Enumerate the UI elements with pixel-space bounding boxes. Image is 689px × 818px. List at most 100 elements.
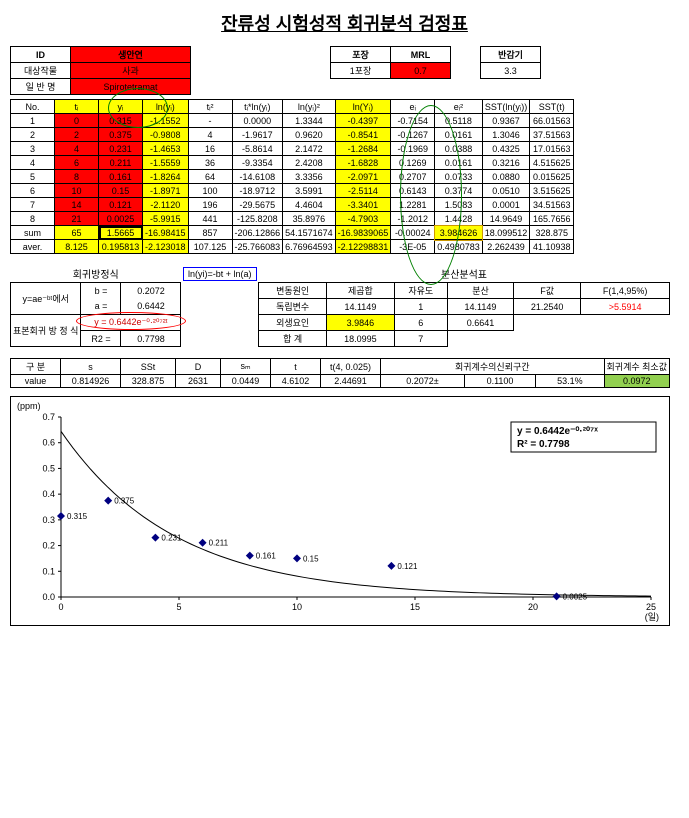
sample-eq: y = 0.6442e⁻⁰·²⁰⁷²ᵗ <box>81 315 181 331</box>
data-cell: 1.4428 <box>435 212 483 226</box>
summary-cell: 54.1571674 <box>283 226 336 240</box>
svg-text:0.315: 0.315 <box>67 512 88 521</box>
col-header: yᵢ <box>99 100 143 114</box>
data-cell: 0.4325 <box>482 142 530 156</box>
data-cell: -5.9915 <box>143 212 189 226</box>
page-title: 잔류성 시험성적 회귀분석 검정표 <box>10 10 679 36</box>
svg-text:0.161: 0.161 <box>256 552 277 561</box>
anova-title: 분산분석표 <box>259 265 670 283</box>
x-axis-label: (일) <box>645 610 659 623</box>
summary-cell: -2.123018 <box>143 240 189 254</box>
data-cell: 8 <box>55 170 99 184</box>
data-cell: 6 <box>11 184 55 198</box>
stats-cell: value <box>11 375 61 388</box>
data-cell: 0.15 <box>99 184 143 198</box>
summary-cell: -0.00024 <box>391 226 435 240</box>
data-cell: 0.9620 <box>283 128 336 142</box>
summary-cell: 328.875 <box>530 226 574 240</box>
regression-chart: (ppm) 0.00.10.20.30.40.50.60.70510152025… <box>10 396 670 626</box>
svg-text:15: 15 <box>410 602 420 612</box>
chart-svg: 0.00.10.20.30.40.50.60.705101520250.3150… <box>11 397 671 627</box>
anova-cell: 21.2540 <box>513 299 580 315</box>
data-cell: 0.9367 <box>482 114 530 128</box>
stats-cell: 2.44691 <box>321 375 381 388</box>
data-cell: 4.515625 <box>530 156 574 170</box>
anova-cell: 14.1149 <box>327 299 394 315</box>
half-value: 3.3 <box>481 63 541 79</box>
col-header: eᵢ <box>391 100 435 114</box>
data-cell: 4.4604 <box>283 198 336 212</box>
data-cell: - <box>188 114 232 128</box>
summary-cell: 41.10938 <box>530 240 574 254</box>
crop-label: 대상작물 <box>11 63 71 79</box>
id-label: ID <box>11 47 71 63</box>
data-cell: -4.7903 <box>335 212 391 226</box>
summary-cell: -3E-05 <box>391 240 435 254</box>
stats-header: t(4, 0.025) <box>321 359 381 375</box>
data-cell: 5 <box>11 170 55 184</box>
data-cell: -5.8614 <box>232 142 283 156</box>
summary-cell: 18.099512 <box>482 226 530 240</box>
stats-cell: 328.875 <box>121 375 176 388</box>
svg-text:0.0025: 0.0025 <box>563 592 588 601</box>
data-cell: 4 <box>11 156 55 170</box>
data-cell: 0.315 <box>99 114 143 128</box>
data-cell: -0.9808 <box>143 128 189 142</box>
data-cell: 0.0025 <box>99 212 143 226</box>
svg-text:0.1: 0.1 <box>42 566 55 576</box>
anova-cell: 6 <box>394 315 447 331</box>
data-table: No.tᵢyᵢln(yᵢ)tᵢ²tᵢ*ln(yᵢ)ln(yᵢ)²ln(Yᵢ)eᵢ… <box>10 99 574 254</box>
data-cell: 0.0880 <box>482 170 530 184</box>
data-cell: 165.7656 <box>530 212 574 226</box>
col-header: SST(t) <box>530 100 574 114</box>
col-header: tᵢ² <box>188 100 232 114</box>
svg-text:0.7: 0.7 <box>42 412 55 422</box>
crop-value: 사과 <box>71 63 191 79</box>
data-cell: 3.3356 <box>283 170 336 184</box>
svg-text:20: 20 <box>528 602 538 612</box>
data-cell: 6 <box>55 156 99 170</box>
data-cell: 0.0388 <box>435 142 483 156</box>
data-cell: 0.375 <box>99 128 143 142</box>
y-axis-label: (ppm) <box>17 401 41 411</box>
pack-label: 포장 <box>331 47 391 63</box>
data-cell: -1.5559 <box>143 156 189 170</box>
stats-header: 회귀계수 최소값 <box>604 359 669 375</box>
half-label: 반감기 <box>481 47 541 63</box>
data-cell: 10 <box>55 184 99 198</box>
data-cell: -1.8971 <box>143 184 189 198</box>
data-cell: 0.0161 <box>435 128 483 142</box>
stats-cell: 0.0449 <box>221 375 271 388</box>
data-cell: 100 <box>188 184 232 198</box>
data-cell: 0.2707 <box>391 170 435 184</box>
data-cell: 2 <box>11 128 55 142</box>
col-header: tᵢ*ln(yᵢ) <box>232 100 283 114</box>
data-cell: 0 <box>55 114 99 128</box>
data-cell: 34.51563 <box>530 198 574 212</box>
svg-text:0: 0 <box>58 602 63 612</box>
summary-cell: -25.766083 <box>232 240 283 254</box>
data-cell: -1.9617 <box>232 128 283 142</box>
stats-header: SSt <box>121 359 176 375</box>
data-cell: -0.1969 <box>391 142 435 156</box>
anova-col: 변동원인 <box>259 283 327 299</box>
data-cell: 3.515625 <box>530 184 574 198</box>
data-cell: 1 <box>11 114 55 128</box>
info-table: ID 생안연 포장 MRL 반감기 대상작물 사과 1포장 0.7 3.3 일 … <box>10 46 541 95</box>
common-label: 일 반 명 <box>11 79 71 95</box>
anova-cell: 7 <box>394 331 447 347</box>
anova-cell: >5.5914 <box>581 299 670 315</box>
svg-text:R² = 0.7798: R² = 0.7798 <box>517 439 570 450</box>
mrl-label: MRL <box>391 47 451 63</box>
anova-cell: 0.6641 <box>447 315 513 331</box>
stats-header: 구 분 <box>11 359 61 375</box>
svg-text:y = 0.6442e⁻⁰·²⁰⁷ˣ: y = 0.6442e⁻⁰·²⁰⁷ˣ <box>517 426 598 437</box>
stats-cell: 53.1% <box>536 375 604 388</box>
b-label: b = <box>81 283 121 299</box>
model-label: y=ae⁻ᵇᵗ에서 <box>11 283 81 315</box>
common-value: Spirotetramat <box>71 79 191 95</box>
stats-cell: 0.1100 <box>464 375 535 388</box>
pack-value: 1포장 <box>331 63 391 79</box>
anova-col: F(1,4,95%) <box>581 283 670 299</box>
data-cell: 0.0510 <box>482 184 530 198</box>
